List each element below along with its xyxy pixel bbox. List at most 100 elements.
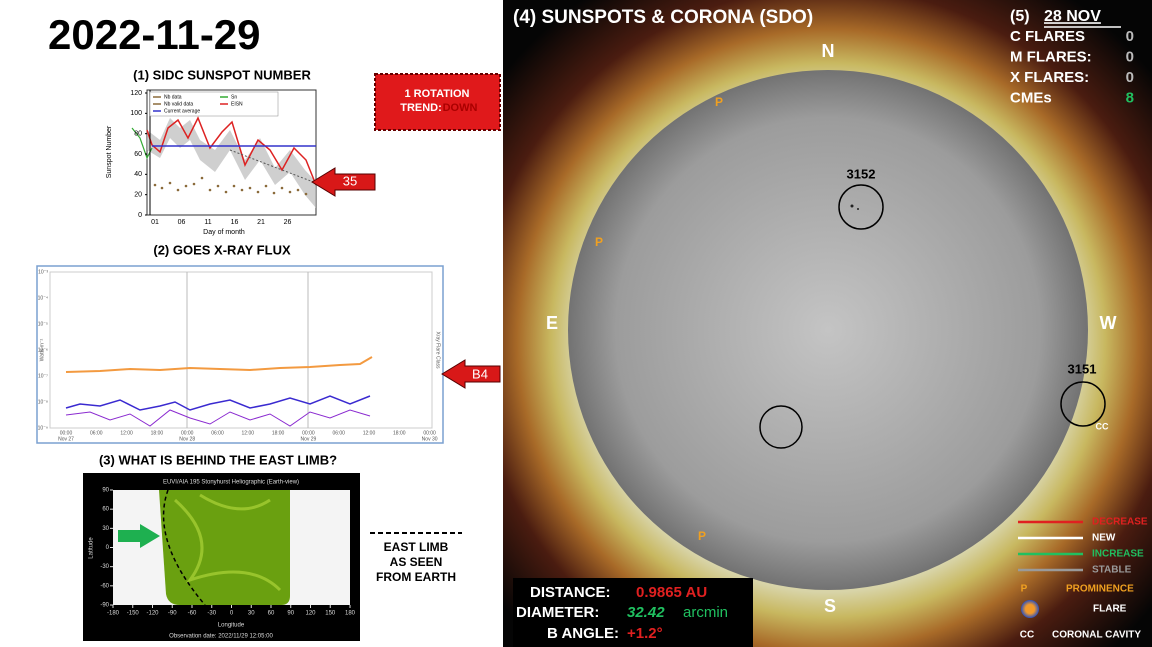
direction: E: [546, 313, 558, 333]
panel-title: (4) SUNSPOTS & CORONA (SDO): [513, 7, 813, 28]
region-label: 3151: [1068, 361, 1097, 376]
x-date-label: Nov 27: [58, 436, 74, 442]
x-tick-label: 60: [268, 611, 275, 617]
y-tick-label: 80: [134, 131, 142, 138]
eisn-line: [146, 116, 317, 186]
legend-label: EISN: [231, 101, 243, 107]
y-axis-label: Latitude: [89, 537, 95, 559]
chart-legend: [149, 91, 279, 117]
panel-date: 28 NOV: [1044, 8, 1101, 25]
legend-label: INCREASE: [1092, 549, 1144, 560]
x-tick-label: 12:00: [120, 430, 133, 436]
count-label: X FLARES:: [1010, 69, 1089, 86]
x-tick-label: 120: [305, 611, 316, 617]
plot-frame: [36, 265, 444, 444]
info-box: [513, 578, 753, 647]
count-label: CMEs: [1010, 89, 1052, 106]
trend-text: TREND:: [400, 102, 442, 114]
y-tick-label: 100: [130, 110, 142, 117]
y-tick-label: 10⁻⁸: [38, 399, 48, 405]
legend-text: FROM EARTH: [376, 570, 456, 584]
x-tick-label: -90: [168, 611, 177, 617]
x-tick-label: -150: [127, 611, 140, 617]
sunspot: [857, 208, 859, 210]
x-tick-label: 06:00: [332, 430, 345, 436]
region-label: 3152: [847, 166, 876, 181]
legend-symbol: CC: [1020, 630, 1034, 641]
x-tick-label: 00:00: [302, 430, 315, 436]
y-tick-label: 10⁻⁵: [38, 321, 48, 327]
info-label: DISTANCE:: [530, 584, 611, 601]
y-tick-label: 0: [138, 212, 142, 219]
y-tick-label: -90: [100, 603, 109, 609]
direction: N: [822, 41, 835, 61]
x-tick-label: 00:00: [60, 430, 73, 436]
x-tick-label: 00:00: [423, 430, 436, 436]
count-label: M FLARES:: [1010, 48, 1092, 65]
legend-label: PROMINENCE: [1066, 584, 1134, 595]
trend-text: 1 ROTATION: [405, 88, 470, 100]
y-tick-label: -30: [100, 564, 109, 570]
x-tick-label: 26: [284, 219, 292, 226]
solar-disk: [568, 70, 1088, 590]
legend-label: Nb data: [164, 94, 182, 100]
right-axis-label: Xray Flare Class: [435, 332, 441, 369]
region-circle: [1060, 381, 1106, 427]
x-tick-label: 06: [178, 219, 186, 226]
info-value: 32.42: [627, 604, 665, 621]
x-tick-label: 21: [257, 219, 265, 226]
x-tick-label: 30: [248, 611, 255, 617]
x-tick-label: 18:00: [272, 430, 285, 436]
x-tick-label: 12:00: [363, 430, 376, 436]
legend-label: Nb valid data: [164, 101, 193, 107]
y-tick-label: 10⁻⁷: [38, 373, 48, 379]
x-tick-label: 00:00: [181, 430, 194, 436]
y-tick-label: 60: [134, 151, 142, 158]
panel-title: (3) WHAT IS BEHIND THE EAST LIMB?: [99, 452, 337, 467]
image-footer: Observation date: 2022/11/29 12:05:00: [169, 634, 273, 640]
legend-label: Current average: [164, 108, 200, 114]
x-tick-label: 12:00: [242, 430, 255, 436]
uncertainty-band: [147, 118, 316, 208]
info-label: B ANGLE:: [547, 625, 619, 642]
y-tick-label: 10⁻⁶: [38, 347, 48, 353]
region-circle: [759, 405, 803, 449]
direction: W: [1100, 313, 1117, 333]
callout-value: 35: [343, 173, 357, 188]
x-date-label: Nov 29: [300, 436, 316, 442]
x-tick-label: -180: [107, 611, 120, 617]
legend-label: Sn: [231, 94, 237, 100]
prominence-marker: P: [698, 529, 706, 543]
callout-value: B4: [472, 366, 488, 381]
x-tick-label: 180: [345, 611, 356, 617]
y-axis-label: Sunspot Number: [106, 125, 113, 178]
legend-label: DECREASE: [1092, 517, 1148, 528]
x-tick-label: -30: [207, 611, 216, 617]
y-tick-label: 120: [130, 90, 142, 97]
info-value: 0.9865 AU: [636, 584, 707, 601]
y-tick-label: 60: [102, 507, 109, 513]
x-tick-label: -120: [146, 611, 159, 617]
x-tick-label: 150: [325, 611, 336, 617]
count-value: 8: [1126, 89, 1134, 106]
x-axis-label: Longitude: [218, 623, 245, 629]
legend-label: NEW: [1092, 533, 1116, 544]
east-limb-line: [162, 489, 206, 606]
x-tick-label: 06:00: [211, 430, 224, 436]
image-title: EUVI/AIA 195 Stonyhurst Heliographic (Ea…: [163, 480, 299, 486]
info-label: DIAMETER:: [516, 604, 599, 621]
flare-counts: C FLARES 0 M FLARES: 0 X FLARES: 0 CMEs 8: [1010, 28, 1134, 107]
short-flux: [65, 395, 371, 411]
x-tick-label: -60: [188, 611, 197, 617]
count-value: 0: [1126, 69, 1134, 86]
callout-arrow: [441, 359, 501, 389]
plot-area: [49, 271, 433, 429]
x-date-label: Nov 30: [422, 436, 438, 442]
legend-text: EAST LIMB: [384, 540, 449, 554]
legend-symbol: P: [1021, 584, 1028, 595]
legend-label: FLARE: [1093, 604, 1127, 615]
info-value: +1.2°: [627, 625, 663, 642]
